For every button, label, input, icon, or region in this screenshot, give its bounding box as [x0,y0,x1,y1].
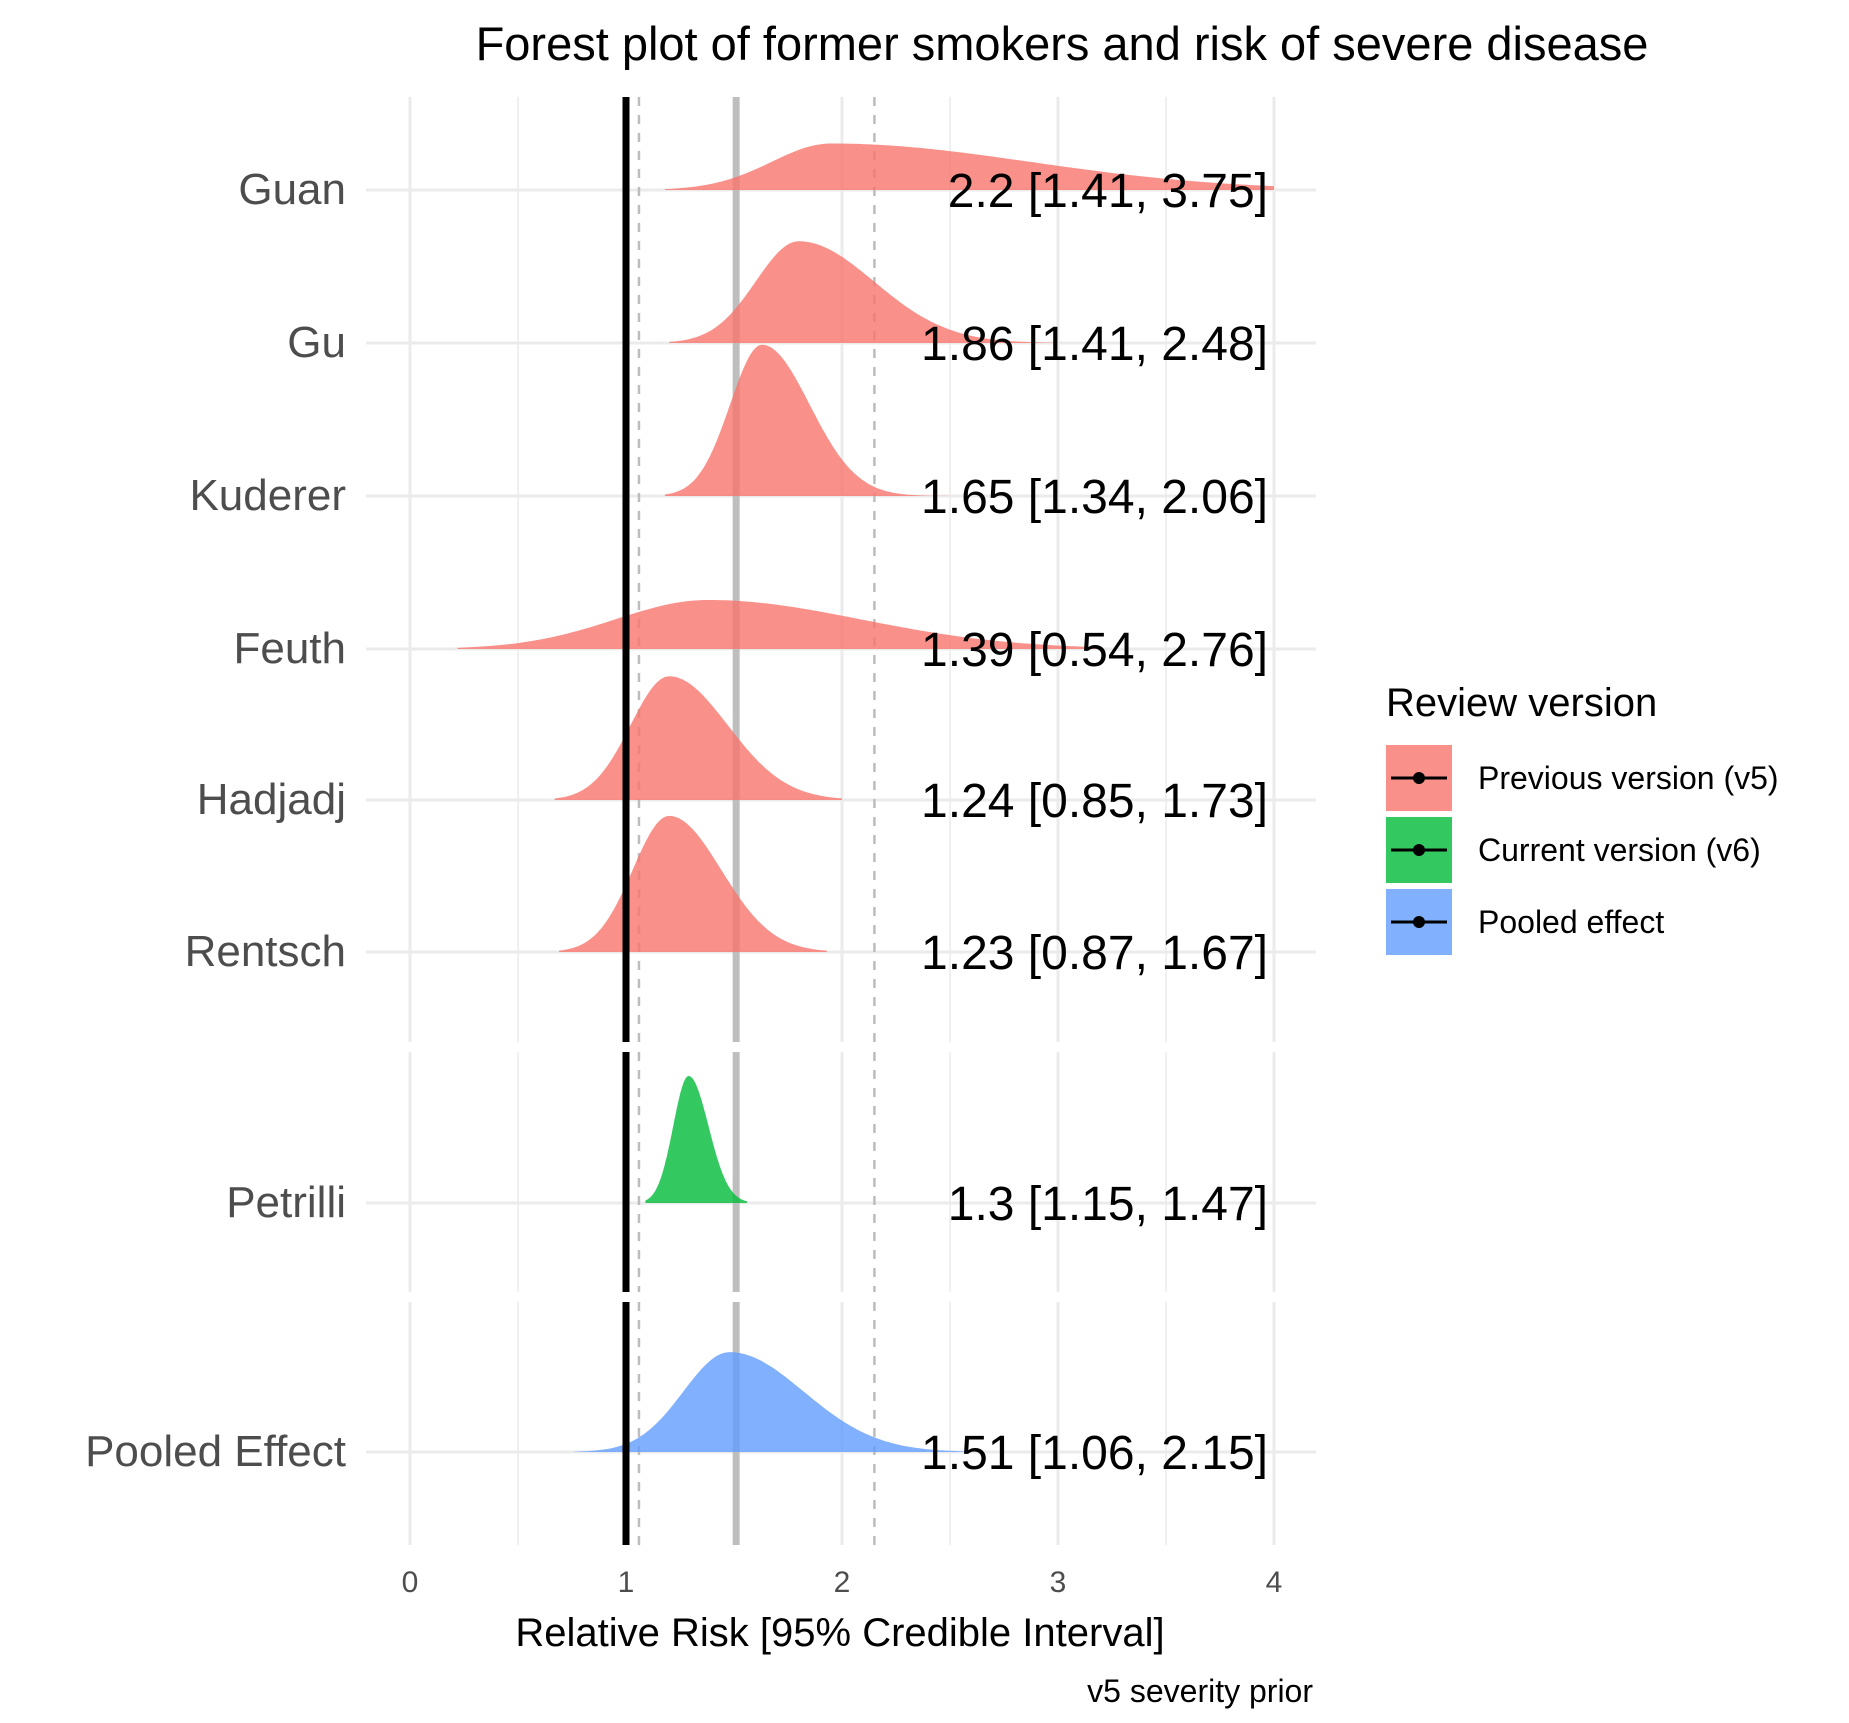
value-label: 2.2 [1.41, 3.75] [948,165,1268,218]
legend: Review version Previous version (v5) Curr… [1386,681,1779,955]
row-label: Gu [287,318,346,367]
legend-key-point [1413,772,1425,784]
x-tick-label: 2 [834,1566,851,1599]
density-ridge-petrilli [645,1076,747,1203]
row-label: Kuderer [189,471,346,520]
legend-key-point [1413,844,1425,856]
row-label: Petrilli [226,1178,346,1227]
legend-label: Pooled effect [1478,904,1664,940]
row-label: Hadjadj [197,775,346,824]
x-tick-label: 3 [1050,1566,1067,1599]
density-ridge-pooled-effect [574,1352,972,1452]
legend-title: Review version [1386,681,1657,725]
chart-title: Forest plot of former smokers and risk o… [476,17,1649,70]
value-label: 1.65 [1.34, 2.06] [921,471,1268,524]
x-tick-label: 1 [618,1566,635,1599]
legend-label: Current version (v6) [1478,832,1761,868]
x-tick-label: 0 [402,1566,419,1599]
legend-label: Previous version (v5) [1478,760,1779,796]
value-label: 1.3 [1.15, 1.47] [948,1178,1268,1231]
legend-key-point [1413,916,1425,928]
x-axis: 0 1 2 3 4 [402,1566,1283,1599]
row-labels: Guan Gu Kuderer Feuth Hadjadj Rentsch Petrilli… [85,165,346,1476]
density-ridge-guan [664,143,1274,190]
value-label: 1.51 [1.06, 2.15] [921,1427,1268,1480]
value-label: 1.39 [0.54, 2.76] [921,624,1268,677]
row-label: Rentsch [185,927,346,976]
value-label: 1.24 [0.85, 1.73] [921,775,1268,828]
row-label: Pooled Effect [85,1427,346,1476]
x-axis-title: Relative Risk [95% Credible Interval] [515,1611,1164,1655]
reference-lines [637,97,876,1545]
row-label: Feuth [233,624,346,673]
density-ridge-kuderer [664,344,950,496]
density-ridge-gu [669,241,1058,343]
legend-items: Previous version (v5) Current version (v6… [1386,745,1779,955]
density-ridge-feuth [457,600,1102,649]
chart-caption: v5 severity prior [1087,1673,1313,1709]
value-label: 1.23 [0.87, 1.67] [921,927,1268,980]
value-label: 1.86 [1.41, 2.48] [921,318,1268,371]
row-label: Guan [238,165,346,214]
value-labels: 2.2 [1.41, 3.75] 1.86 [1.41, 2.48] 1.65 [1… [921,165,1268,1480]
x-tick-label: 4 [1266,1566,1283,1599]
